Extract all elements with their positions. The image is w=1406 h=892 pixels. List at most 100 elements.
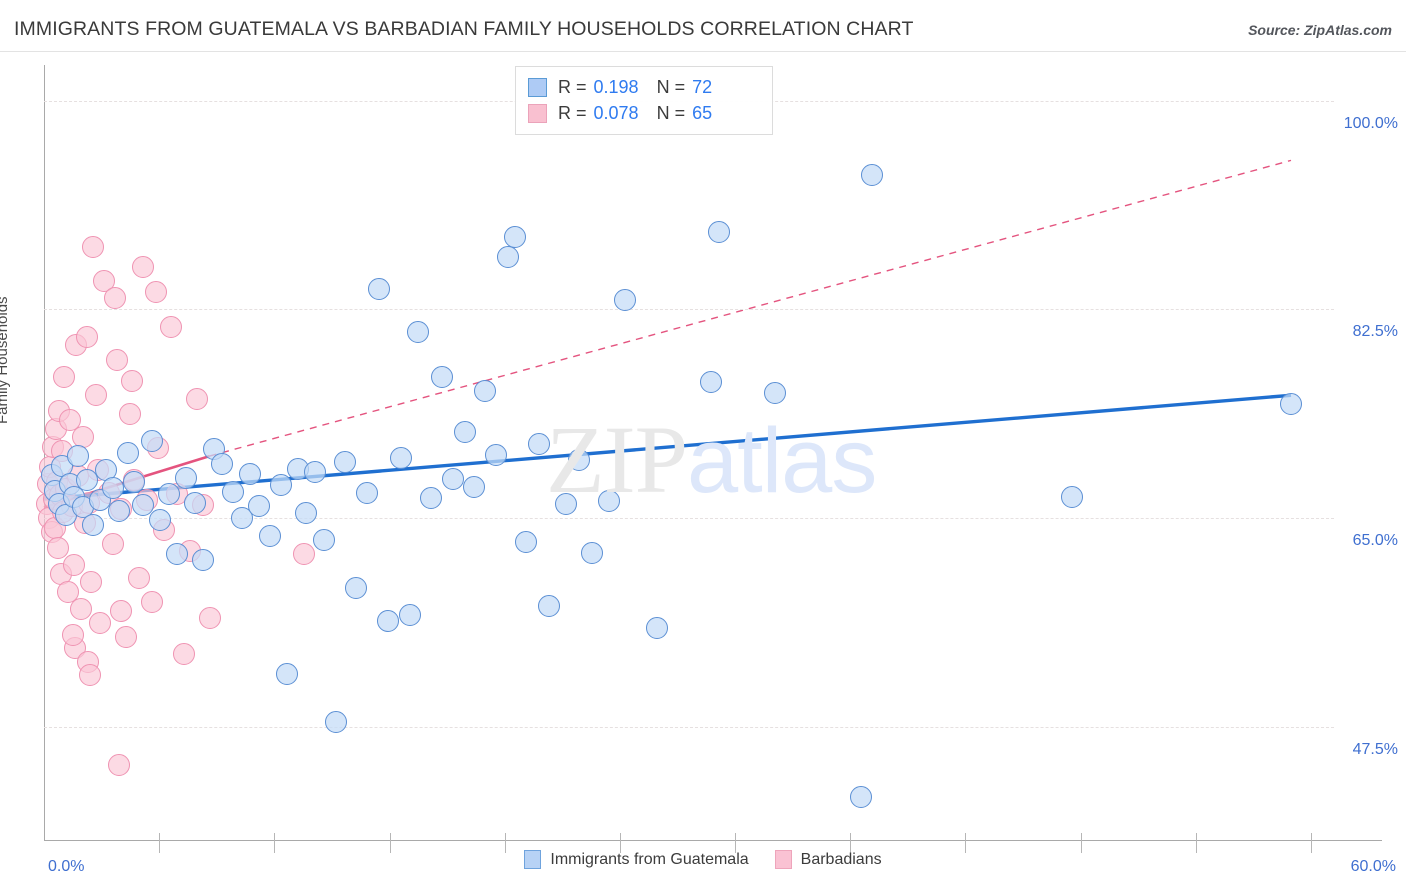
scatter-point[interactable]: [527, 433, 550, 456]
scatter-point[interactable]: [84, 384, 107, 407]
scatter-point[interactable]: [159, 316, 182, 339]
scatter-point[interactable]: [645, 616, 668, 639]
scatter-point[interactable]: [581, 541, 604, 564]
scatter-point[interactable]: [473, 379, 496, 402]
scatter-point[interactable]: [80, 571, 103, 594]
gridline: [44, 309, 1334, 311]
scatter-point[interactable]: [79, 664, 102, 687]
scatter-point[interactable]: [463, 476, 485, 499]
scatter-point[interactable]: [514, 530, 537, 553]
scatter-point[interactable]: [708, 220, 731, 243]
scatter-point[interactable]: [293, 542, 316, 565]
scatter-point[interactable]: [121, 369, 144, 392]
scatter-point[interactable]: [123, 471, 146, 494]
scatter-point[interactable]: [166, 542, 189, 565]
scatter-point[interactable]: [538, 595, 561, 618]
scatter-point[interactable]: [598, 490, 621, 513]
scatter-point[interactable]: [144, 280, 167, 303]
scatter-point[interactable]: [127, 566, 150, 589]
scatter-point[interactable]: [355, 482, 378, 505]
series-legend-item-barbadians[interactable]: Barbadians: [774, 850, 882, 869]
scatter-point[interactable]: [312, 528, 335, 551]
scatter-point[interactable]: [82, 514, 105, 537]
scatter-point[interactable]: [850, 786, 872, 809]
scatter-point[interactable]: [258, 524, 281, 547]
scatter-point[interactable]: [108, 499, 131, 522]
scatter-point[interactable]: [67, 445, 90, 468]
scatter-point[interactable]: [555, 492, 578, 515]
scatter-point[interactable]: [174, 466, 197, 489]
gridline: [44, 518, 1334, 520]
scatter-point[interactable]: [211, 453, 234, 476]
scatter-point[interactable]: [275, 663, 298, 686]
scatter-point[interactable]: [131, 493, 154, 516]
scatter-point[interactable]: [149, 509, 172, 532]
scatter-point[interactable]: [93, 269, 116, 292]
scatter-point[interactable]: [699, 371, 722, 394]
scatter-point[interactable]: [140, 590, 163, 613]
scatter-point[interactable]: [1060, 485, 1083, 508]
scatter-point[interactable]: [106, 348, 129, 371]
scatter-point[interactable]: [53, 366, 76, 389]
scatter-point[interactable]: [441, 467, 464, 490]
scatter-point[interactable]: [239, 462, 262, 485]
scatter-point[interactable]: [82, 236, 105, 259]
scatter-point[interactable]: [108, 753, 131, 776]
scatter-point[interactable]: [368, 278, 391, 301]
scatter-point[interactable]: [69, 597, 92, 620]
scatter-point[interactable]: [58, 409, 81, 432]
scatter-point[interactable]: [88, 612, 111, 634]
scatter-point[interactable]: [420, 486, 442, 509]
scatter-point[interactable]: [62, 623, 85, 646]
scatter-point[interactable]: [101, 533, 124, 556]
scatter-point[interactable]: [269, 473, 292, 496]
scatter-point[interactable]: [325, 710, 348, 733]
scatter-point[interactable]: [398, 603, 421, 626]
scatter-point[interactable]: [76, 468, 98, 491]
scatter-point[interactable]: [110, 600, 133, 623]
r-key-blue: R =: [558, 76, 587, 97]
scatter-point[interactable]: [430, 366, 453, 389]
scatter-point[interactable]: [157, 483, 180, 506]
scatter-point[interactable]: [198, 607, 221, 630]
scatter-point[interactable]: [116, 441, 139, 464]
scatter-point[interactable]: [185, 387, 208, 410]
scatter-point[interactable]: [503, 225, 526, 248]
scatter-point[interactable]: [192, 548, 215, 571]
scatter-point[interactable]: [222, 480, 245, 503]
scatter-point[interactable]: [497, 245, 520, 268]
scatter-point[interactable]: [484, 443, 507, 466]
scatter-point[interactable]: [454, 421, 477, 444]
scatter-point[interactable]: [568, 448, 591, 471]
series-legend-item-guatemala[interactable]: Immigrants from Guatemala: [524, 850, 749, 869]
scatter-point[interactable]: [1280, 392, 1302, 415]
scatter-point[interactable]: [140, 429, 163, 452]
x-axis-tick: [1195, 833, 1197, 853]
scatter-point[interactable]: [76, 325, 98, 348]
series-swatch-barbadians: [774, 850, 792, 869]
scatter-point[interactable]: [764, 381, 786, 404]
scatter-point[interactable]: [114, 626, 137, 649]
scatter-point[interactable]: [63, 553, 86, 576]
x-axis-tick: [159, 833, 161, 853]
scatter-point[interactable]: [248, 495, 270, 518]
scatter-point[interactable]: [303, 460, 326, 483]
scatter-point[interactable]: [295, 502, 318, 525]
scatter-point[interactable]: [131, 255, 154, 278]
scatter-point[interactable]: [334, 451, 356, 474]
scatter-point[interactable]: [230, 507, 253, 530]
scatter-point[interactable]: [613, 288, 636, 311]
scatter-point[interactable]: [860, 163, 883, 186]
scatter-point[interactable]: [119, 403, 141, 426]
scatter-point[interactable]: [344, 577, 367, 600]
scatter-point[interactable]: [172, 643, 195, 665]
scatter-point[interactable]: [103, 286, 126, 309]
scatter-point[interactable]: [407, 321, 430, 344]
scatter-point[interactable]: [46, 536, 69, 559]
scatter-point[interactable]: [183, 491, 206, 514]
scatter-point[interactable]: [389, 447, 412, 470]
scatter-point[interactable]: [56, 581, 79, 603]
gridline: [44, 726, 1334, 728]
scatter-point[interactable]: [377, 609, 399, 632]
scatter-point[interactable]: [101, 477, 124, 500]
